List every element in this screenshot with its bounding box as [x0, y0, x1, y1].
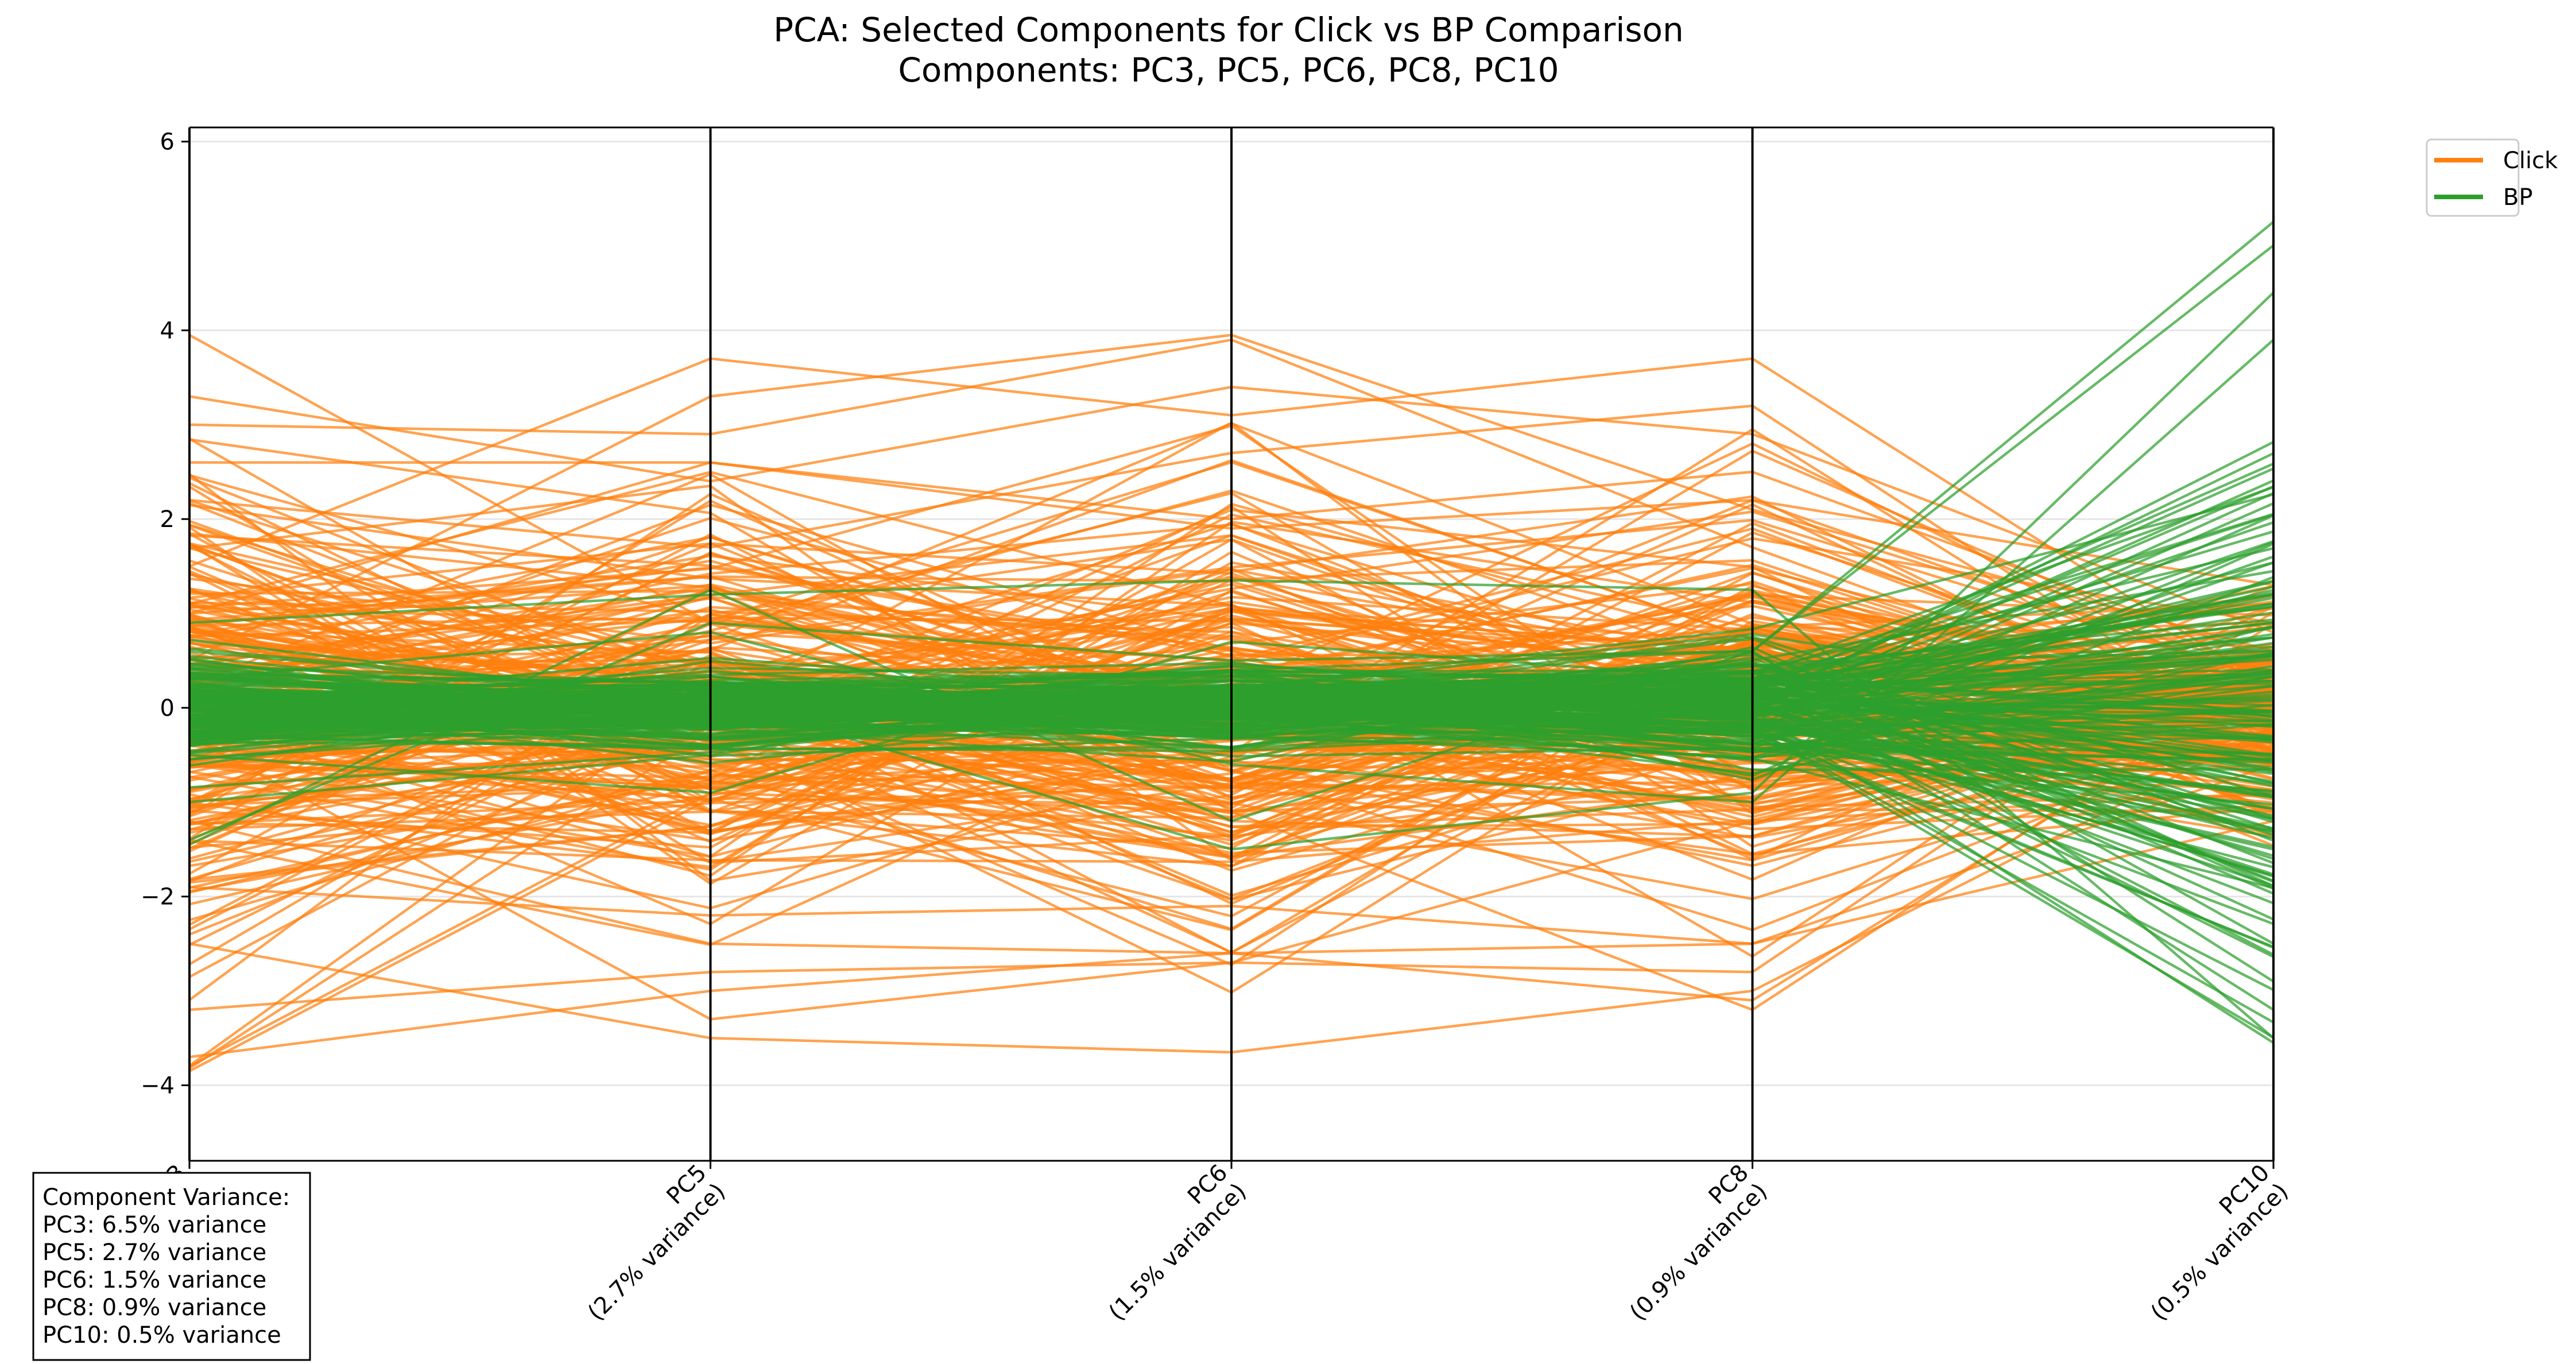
component-variance-box: Component Variance: PC3: 6.5% variance P… — [32, 1172, 311, 1361]
chart-title: PCA: Selected Components for Click vs BP… — [773, 10, 1684, 49]
y-tick-label: 0 — [160, 695, 175, 722]
legend: Click BP — [2426, 138, 2558, 217]
info-box-line: PC5: 2.7% variance — [42, 1239, 266, 1266]
y-axis-ticks: −4 −2 0 2 4 6 — [141, 129, 189, 1099]
info-box-line: PC3: 6.5% variance — [42, 1212, 266, 1238]
chart-subtitle: Components: PC3, PC5, PC6, PC8, PC10 — [898, 51, 1559, 90]
y-tick-label: −2 — [141, 884, 175, 910]
y-tick-label: 2 — [160, 506, 175, 533]
legend-bp-label: BP — [2503, 184, 2533, 211]
legend-click-label: Click — [2503, 148, 2558, 174]
info-box-line: PC10: 0.5% variance — [42, 1322, 281, 1348]
info-box-frame — [32, 1172, 311, 1361]
info-box-line: PC8: 0.9% variance — [42, 1295, 266, 1321]
info-box-line: PC6: 1.5% variance — [42, 1267, 266, 1293]
y-tick-label: −4 — [141, 1072, 175, 1099]
info-box-heading: Component Variance: — [42, 1184, 290, 1211]
parallel-axes — [188, 126, 2275, 1162]
y-tick-label: 6 — [160, 129, 175, 156]
y-tick-label: 4 — [160, 317, 175, 344]
